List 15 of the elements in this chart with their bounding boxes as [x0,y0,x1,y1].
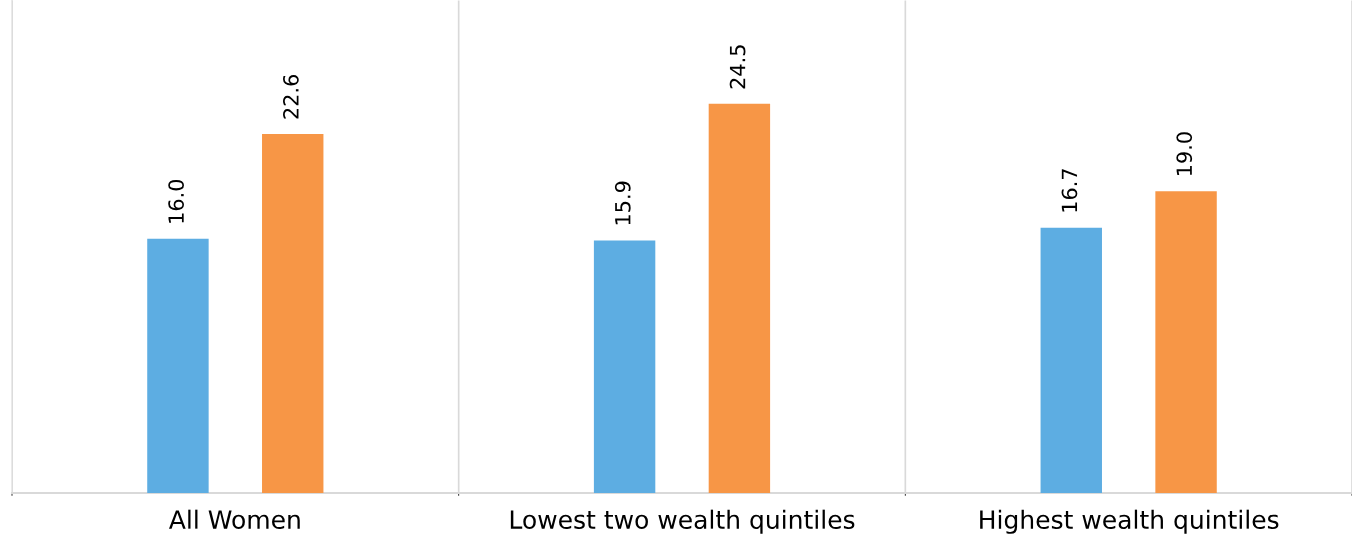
data-label: 16.0 [168,179,184,223]
data-label: 19.0 [1176,132,1193,175]
bar [593,240,656,493]
x-tick-label: Lowest two wealth quintiles [510,509,855,534]
data-label: 15.9 [614,181,631,225]
data-label: 24.5 [729,45,746,89]
bar [1155,191,1217,493]
bar [1040,227,1102,493]
x-tick-label: All Women [169,509,300,530]
data-label: 16.7 [1061,169,1078,212]
x-tick-label: Highest wealth quintiles [980,509,1279,534]
bar [262,133,324,493]
data-label: 22.6 [283,75,299,119]
bar [708,103,771,493]
bar [147,238,209,493]
